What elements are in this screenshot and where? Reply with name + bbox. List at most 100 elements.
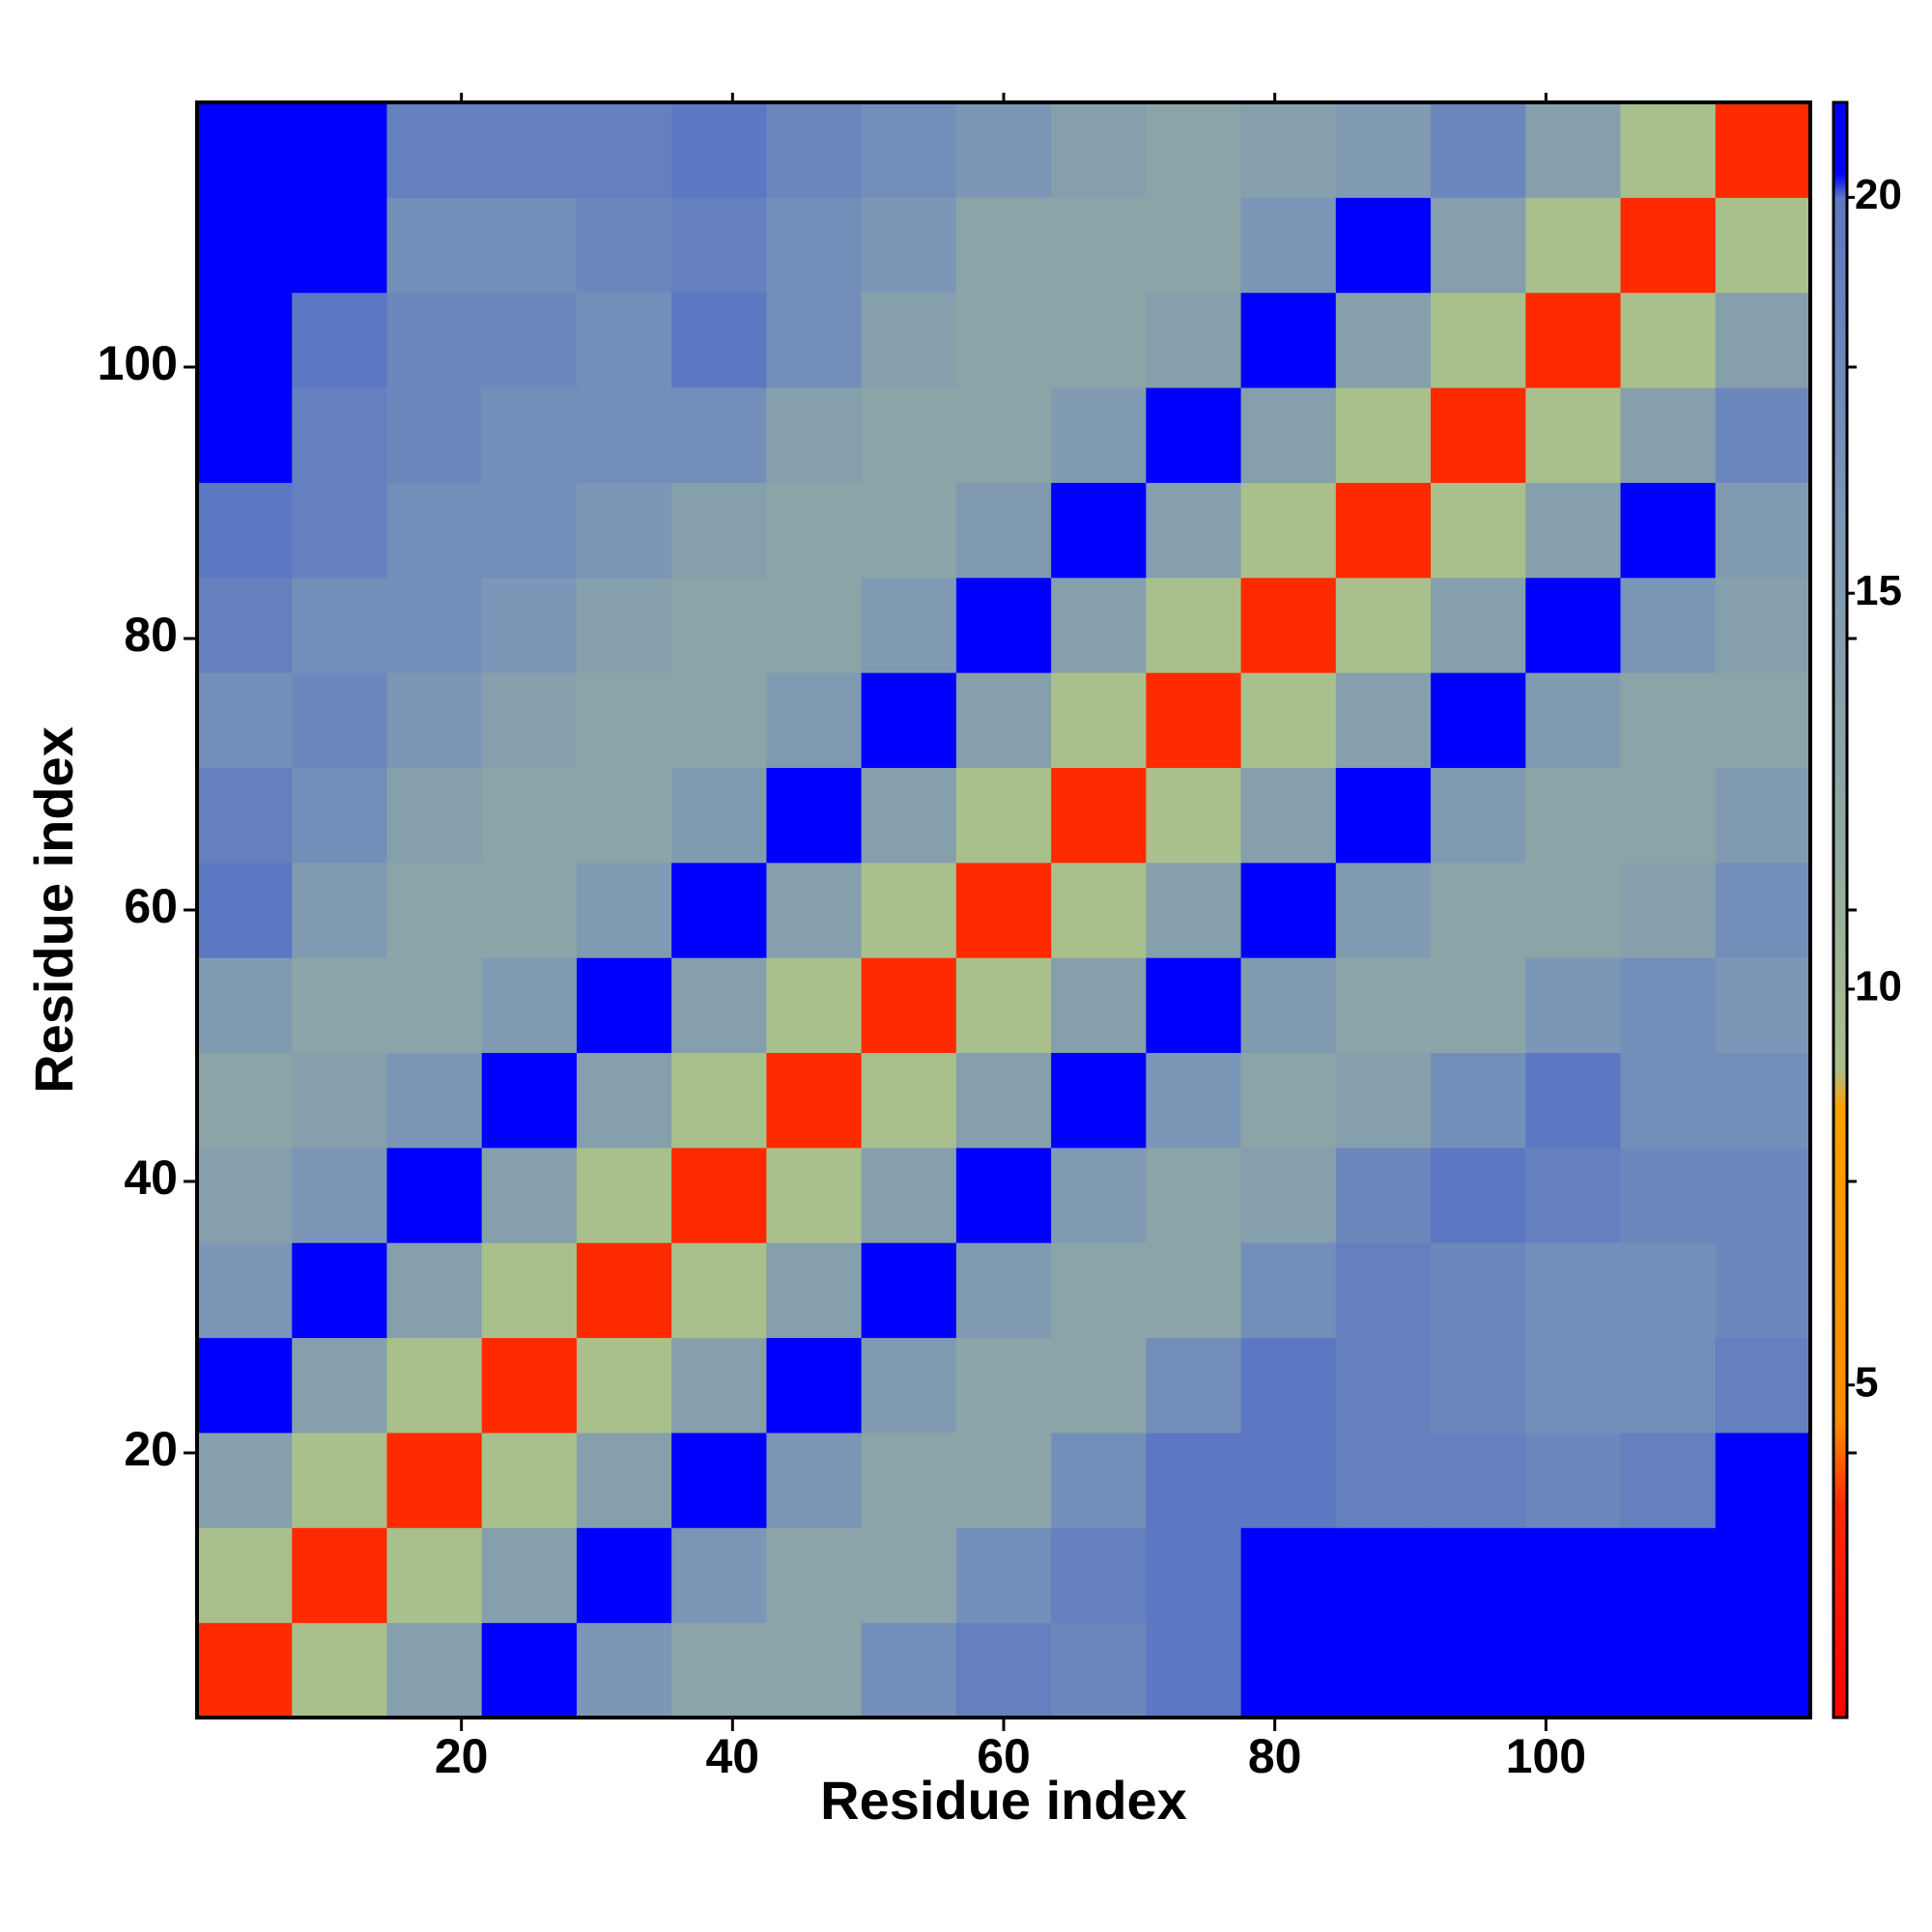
heatmap-cell (386, 1622, 483, 1719)
heatmap-cell (671, 292, 767, 388)
heatmap-cell (1335, 862, 1432, 958)
heatmap-cell (1715, 862, 1811, 958)
heatmap-cell (671, 672, 767, 768)
heatmap-cell (1051, 577, 1147, 673)
heatmap-cell (292, 767, 387, 864)
x-tick-label: 80 (1248, 1729, 1302, 1783)
heatmap-cell (1715, 102, 1811, 198)
heatmap-cell (766, 1432, 863, 1528)
heatmap-cell (1525, 1052, 1622, 1149)
heatmap-cell (1240, 292, 1337, 388)
heatmap-cell (1431, 482, 1526, 579)
heatmap-cell (766, 387, 863, 483)
heatmap-cell (1335, 1527, 1432, 1624)
heatmap-cell (576, 1432, 672, 1528)
heatmap-cell (1146, 1337, 1242, 1434)
heatmap-cell (386, 1527, 483, 1624)
heatmap-cell (576, 577, 672, 673)
heatmap-cell (955, 1622, 1052, 1719)
heatmap-cell (386, 767, 483, 864)
heatmap-cell (1525, 1242, 1622, 1339)
heatmap-cell (197, 1242, 293, 1339)
heatmap-cell (861, 1242, 957, 1339)
heatmap-cell (1240, 387, 1337, 483)
heatmap-cell (1146, 1527, 1242, 1624)
heatmap-cell (1715, 1527, 1811, 1624)
heatmap-cell (1240, 1622, 1337, 1719)
heatmap-cell (766, 1147, 863, 1243)
heatmap-cell (197, 1527, 293, 1624)
heatmap-cell (386, 387, 483, 483)
heatmap-cell (766, 197, 863, 294)
heatmap-cell (1240, 197, 1337, 294)
heatmap-cell (386, 862, 483, 958)
heatmap-cell (861, 1147, 957, 1243)
heatmap-cell (1335, 1337, 1432, 1434)
y-tick-label: 80 (124, 608, 178, 662)
heatmap-cell (1715, 197, 1811, 294)
heatmap-cell (576, 387, 672, 483)
heatmap-cell (1620, 482, 1717, 579)
heatmap-cell (955, 482, 1052, 579)
y-tick-label: 40 (124, 1151, 178, 1205)
heatmap-cell (1525, 767, 1622, 864)
heatmap-cell (576, 102, 672, 198)
heatmap-cell (1335, 577, 1432, 673)
colorbar-segment (1833, 831, 1847, 1069)
heatmap-cell (1051, 1432, 1147, 1528)
colorbar-segment (1833, 1424, 1847, 1505)
heatmap-cell (1620, 672, 1717, 768)
heatmap-cell (1525, 1432, 1622, 1528)
heatmap-cell (1335, 387, 1432, 483)
heatmap-cell (1431, 292, 1526, 388)
y-tick-label: 20 (124, 1422, 178, 1476)
heatmap-cell (481, 1242, 578, 1339)
heatmap-cell (1240, 957, 1337, 1054)
colorbar-segment (1833, 514, 1847, 832)
heatmap-cell (197, 1337, 293, 1434)
heatmap-cell (1146, 862, 1242, 958)
heatmap-cell (1620, 1147, 1717, 1243)
heatmap-cell (671, 102, 767, 198)
heatmap-cell (1715, 482, 1811, 579)
heatmap-cell (1715, 957, 1811, 1054)
heatmap-cell (481, 1052, 578, 1149)
heatmap-cell (197, 292, 293, 388)
heatmap-cell (1051, 482, 1147, 579)
colorbar-frame (1832, 100, 1849, 1719)
heatmap-cell (386, 1147, 483, 1243)
heatmap-cell (1240, 767, 1337, 864)
heatmap-cell (1431, 197, 1526, 294)
heatmap-cell (1335, 1432, 1432, 1528)
heatmap-cell (1715, 1147, 1811, 1243)
heatmap-cell (576, 1147, 672, 1243)
heatmap-cell (481, 1432, 578, 1528)
heatmap-cell (1715, 292, 1811, 388)
heatmap-cell (671, 1242, 767, 1339)
heatmap-cell (481, 387, 578, 483)
heatmap-cell (1051, 767, 1147, 864)
heatmap-cell (1525, 197, 1622, 294)
colorbar-tick-label: 15 (1855, 567, 1902, 614)
heatmap-cell (861, 292, 957, 388)
heatmap-cell (955, 197, 1052, 294)
heatmap-cell (1431, 1242, 1526, 1339)
heatmap-cell (197, 1432, 293, 1528)
x-axis-title: Residue index (820, 1770, 1187, 1831)
heatmap-cell (1240, 1432, 1337, 1528)
heatmap-cell (1431, 1337, 1526, 1434)
heatmap-cell (481, 1622, 578, 1719)
heatmap-cell (671, 1052, 767, 1149)
heatmap-cell (481, 767, 578, 864)
heatmap-cell (1240, 1527, 1337, 1624)
heatmap-cell (671, 482, 767, 579)
heatmap-cell (1715, 672, 1811, 768)
heatmap-cell (861, 197, 957, 294)
heatmap-cell (861, 1337, 957, 1434)
heatmap-cell (1525, 957, 1622, 1054)
heatmap-cell (1431, 387, 1526, 483)
heatmap-cell (766, 1052, 863, 1149)
heatmap-cell (576, 1052, 672, 1149)
heatmap-cell (576, 1527, 672, 1624)
heatmap-cell (292, 1527, 387, 1624)
